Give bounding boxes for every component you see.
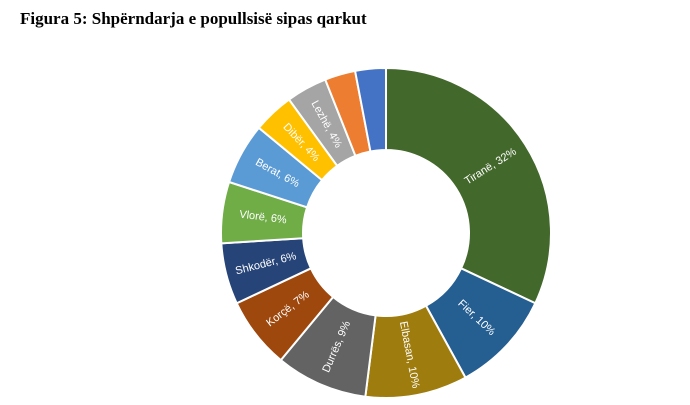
figure-title: Figura 5: Shpërndarja e popullsisë sipas… <box>20 9 367 28</box>
donut-segment-tirane <box>385 66 552 305</box>
data-label-vlore: Vlorë, 6% <box>239 209 288 227</box>
donut-segment-kukes <box>353 66 387 153</box>
